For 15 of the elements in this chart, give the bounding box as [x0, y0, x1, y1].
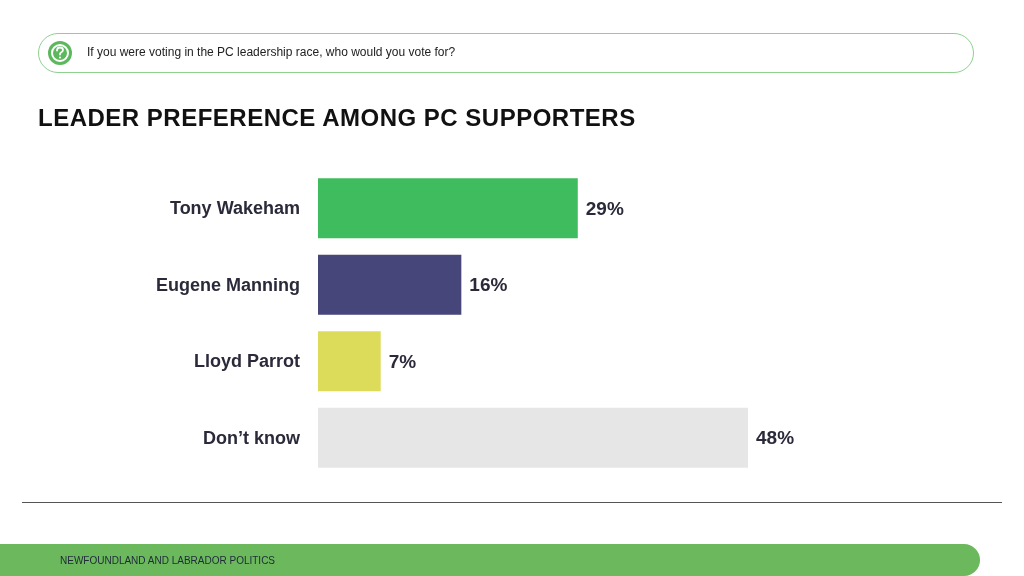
bar — [318, 407, 748, 468]
data-label: 7% — [388, 350, 417, 372]
data-label: 16% — [469, 274, 508, 296]
y-tick-label: Tony Wakeham — [169, 198, 300, 219]
data-label: 29% — [585, 197, 624, 219]
y-tick-label: Don’t know — [203, 427, 301, 448]
bar — [318, 254, 462, 315]
chart-subtitle: If you were voting in the PC leadership race, who would you vote for? — [87, 45, 456, 59]
text: NEWFOUNDLAND AND LABRADOR POLITICS — [60, 555, 276, 566]
bar — [318, 331, 381, 392]
bar — [318, 178, 578, 239]
data-label: 48% — [756, 427, 795, 449]
y-tick-label: Eugene Manning — [156, 274, 300, 295]
chart-title: LEADER PREFERENCE AMONG PC SUPPORTERS — [38, 104, 636, 132]
y-tick-label: Lloyd Parrot — [193, 351, 300, 372]
